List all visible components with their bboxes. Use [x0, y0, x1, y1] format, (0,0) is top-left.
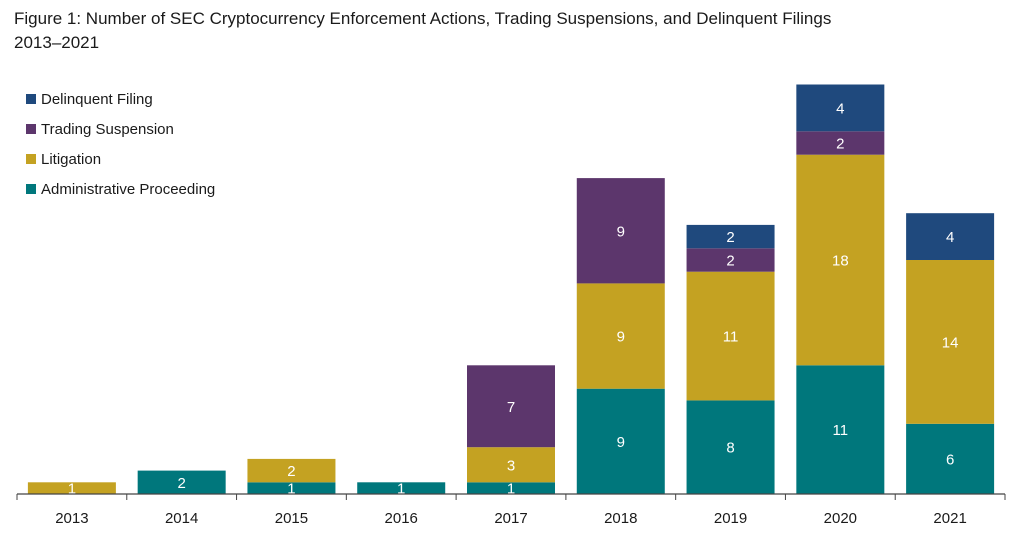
legend-swatch-administrative-proceeding — [26, 184, 36, 194]
bar-segment-2021-administrative-proceeding — [906, 423, 995, 494]
bar-segment-2017-trading-suspension — [467, 365, 555, 448]
bar-segment-2017-administrative-proceeding — [467, 482, 555, 494]
data-label-2018-litigation: 9 — [617, 329, 625, 346]
data-label-2016-administrative-proceeding: 1 — [397, 481, 405, 498]
bar-segment-2015-litigation — [247, 458, 336, 483]
legend-swatch-trading-suspension — [26, 124, 36, 134]
chart-subtitle: 2013–2021 — [14, 33, 100, 52]
bar-segment-2018-litigation — [576, 283, 665, 389]
data-label-2020-administrative-proceeding: 11 — [833, 422, 849, 439]
legend-item-litigation: Litigation — [26, 144, 215, 174]
legend-item-trading-suspension: Trading Suspension — [26, 114, 215, 144]
data-label-2020-litigation: 18 — [832, 253, 849, 270]
data-label-2017-trading-suspension: 7 — [507, 399, 515, 416]
bar-segment-2019-trading-suspension — [686, 248, 775, 272]
legend-label-trading-suspension: Trading Suspension — [41, 120, 174, 138]
legend-swatch-litigation — [26, 154, 36, 164]
chart-title-line: Figure 1: Number of SEC Cryptocurrency E… — [14, 9, 832, 28]
bar-segment-2013-litigation — [27, 482, 116, 494]
chart-legend: Delinquent Filing Trading Suspension Litig… — [26, 84, 215, 204]
data-label-2020-trading-suspension: 2 — [836, 136, 844, 153]
bar-segment-2015-administrative-proceeding — [247, 482, 336, 494]
bar-segment-2018-administrative-proceeding — [576, 388, 665, 494]
bar-segment-2016-administrative-proceeding — [357, 482, 446, 494]
x-tick-label-2019: 2019 — [714, 510, 747, 527]
bar-segment-2019-administrative-proceeding — [686, 400, 775, 494]
bar-segment-2018-trading-suspension — [576, 178, 665, 284]
bar-segment-2020-litigation — [796, 154, 885, 366]
data-label-2021-administrative-proceeding: 6 — [946, 451, 954, 468]
legend-label-administrative-proceeding: Administrative Proceeding — [41, 180, 216, 198]
data-label-2020-delinquent-filing: 4 — [836, 100, 844, 117]
x-tick-label-2013: 2013 — [55, 510, 88, 527]
x-tick-label-2017: 2017 — [494, 510, 527, 527]
bar-segment-2021-delinquent-filing — [906, 213, 995, 260]
x-tick-label-2020: 2020 — [824, 510, 857, 527]
legend-label-delinquent-filing: Delinquent Filing — [41, 90, 153, 108]
data-label-2019-litigation: 11 — [723, 329, 739, 346]
data-label-2021-delinquent-filing: 4 — [946, 229, 954, 246]
data-label-2017-administrative-proceeding: 1 — [507, 481, 515, 498]
data-label-2021-litigation: 14 — [942, 334, 959, 351]
data-label-2019-trading-suspension: 2 — [726, 253, 734, 270]
data-label-2013-litigation: 1 — [68, 481, 76, 498]
bar-segment-2014-administrative-proceeding — [137, 470, 226, 494]
bar-segment-2019-litigation — [686, 271, 775, 401]
legend-label-litigation: Litigation — [41, 150, 102, 168]
data-label-2019-delinquent-filing: 2 — [726, 229, 734, 246]
data-label-2017-litigation: 3 — [507, 457, 515, 474]
x-tick-label-2016: 2016 — [385, 510, 418, 527]
data-label-2018-trading-suspension: 9 — [617, 223, 625, 240]
bar-segment-2020-administrative-proceeding — [796, 365, 885, 494]
data-label-2014-administrative-proceeding: 2 — [177, 475, 185, 492]
data-label-2018-administrative-proceeding: 9 — [617, 434, 625, 451]
x-tick-label-2018: 2018 — [604, 510, 637, 527]
legend-item-administrative-proceeding: Administrative Proceeding — [26, 174, 215, 204]
legend-swatch-delinquent-filing — [26, 94, 36, 104]
bar-segment-2020-trading-suspension — [796, 131, 885, 155]
bar-segment-2019-delinquent-filing — [686, 224, 775, 249]
x-tick-label-2015: 2015 — [275, 510, 308, 527]
data-label-2015-litigation: 2 — [287, 463, 295, 480]
x-tick-label-2021: 2021 — [933, 510, 966, 527]
bar-segment-2020-delinquent-filing — [796, 84, 885, 132]
bar-segment-2017-litigation — [467, 447, 555, 483]
x-tick-label-2014: 2014 — [165, 510, 198, 527]
legend-item-delinquent-filing: Delinquent Filing — [26, 84, 215, 114]
chart-title: Figure 1: Number of SEC Cryptocurrency E… — [14, 7, 1004, 55]
data-label-2015-administrative-proceeding: 1 — [287, 481, 295, 498]
bar-segment-2021-litigation — [906, 260, 995, 424]
data-label-2019-administrative-proceeding: 8 — [726, 440, 734, 457]
